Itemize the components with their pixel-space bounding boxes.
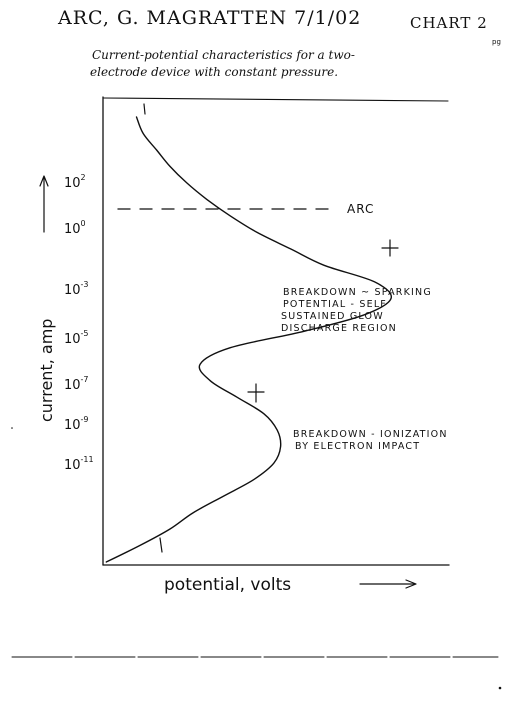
y-tick-label: 10-5 bbox=[64, 329, 89, 347]
y-tick-label: 10-7 bbox=[64, 375, 89, 393]
page-mark: pg bbox=[492, 38, 501, 46]
y-tick-label: 10-3 bbox=[64, 280, 89, 298]
stray-mark-left bbox=[11, 427, 13, 429]
top-frame-line bbox=[102, 97, 449, 102]
arc-annotation: ARC bbox=[347, 202, 374, 216]
curve-marker-ionization bbox=[247, 383, 265, 403]
y-tick-label: 102 bbox=[64, 173, 86, 191]
curve-top-tick bbox=[143, 103, 146, 115]
y-tick-label: 100 bbox=[64, 219, 86, 237]
ionization-annotation: BREAKDOWN - IONIZATION BY ELECTRON IMPAC… bbox=[293, 429, 448, 452]
y-tick-labels: 102 100 10-3 10-5 10-7 10-9 10-11 bbox=[64, 173, 94, 473]
svg-text:BREAKDOWN ~ SPARKING: BREAKDOWN ~ SPARKING bbox=[283, 287, 432, 298]
sparking-annotation: BREAKDOWN ~ SPARKING POTENTIAL - SELF SU… bbox=[281, 287, 432, 334]
y-axis-label: current, amp bbox=[37, 319, 56, 422]
svg-text:BREAKDOWN - IONIZATION: BREAKDOWN - IONIZATION bbox=[293, 429, 448, 440]
curve-marker-sparking bbox=[381, 239, 399, 257]
curve-marker-bottom bbox=[159, 537, 163, 553]
chart-description-line2: electrode device with constant pressure. bbox=[90, 65, 338, 79]
y-tick-label: 10-11 bbox=[64, 455, 94, 473]
svg-text:POTENTIAL - SELF: POTENTIAL - SELF bbox=[283, 299, 387, 310]
page-title: ARC, G. MAGRATTEN 7/1/02 bbox=[57, 7, 361, 29]
y-tick-label: 10-9 bbox=[64, 415, 89, 433]
svg-text:BY ELECTRON IMPACT: BY ELECTRON IMPACT bbox=[295, 441, 420, 452]
characteristic-curve bbox=[105, 116, 393, 563]
chart-label: CHART 2 bbox=[410, 14, 488, 32]
chart-description-line1: Current-potential characteristics for a … bbox=[92, 48, 355, 62]
svg-text:DISCHARGE REGION: DISCHARGE REGION bbox=[281, 323, 397, 334]
stray-mark bbox=[498, 686, 502, 690]
x-axis-label: potential, volts bbox=[164, 575, 291, 595]
y-axis-label-arrowhead bbox=[39, 175, 49, 187]
x-axis-label-arrowhead bbox=[405, 579, 417, 589]
svg-text:SUSTAINED GLOW: SUSTAINED GLOW bbox=[281, 311, 384, 322]
